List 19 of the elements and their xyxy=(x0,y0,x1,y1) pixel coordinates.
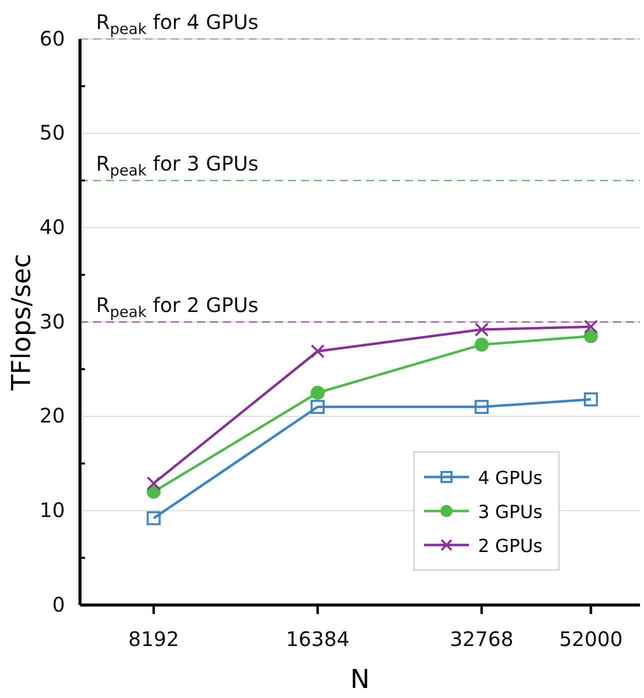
y-tick-label: 50 xyxy=(40,120,65,145)
y-tick-label: 40 xyxy=(40,215,65,240)
y-tick-label: 0 xyxy=(52,592,65,616)
y-tick-label: 20 xyxy=(40,404,65,428)
x-tick-label: 8192 xyxy=(128,627,180,651)
x-tick-label: 16384 xyxy=(286,627,350,651)
x-tick-label: 32768 xyxy=(450,627,514,651)
ref-line-label: R$_{peak}$ for 3 GPUs xyxy=(96,152,258,179)
y-tick-label: 10 xyxy=(40,498,65,522)
legend-label: 2 GPUs xyxy=(478,536,543,557)
ref-line-label: R$_{peak}$ for 2 GPUs xyxy=(96,293,258,320)
y-axis-title: TFlops/sec xyxy=(7,254,37,392)
y-tick-label: 60 xyxy=(40,26,65,50)
y-tick-label: 30 xyxy=(40,309,65,334)
legend-label: 3 GPUs xyxy=(478,502,543,523)
legend-label: 4 GPUs xyxy=(478,468,543,489)
ref-line-label: R$_{peak}$ for 4 GPUs xyxy=(96,10,258,38)
x-tick-label: 52000 xyxy=(559,627,623,651)
x-axis-title: N xyxy=(350,665,370,695)
